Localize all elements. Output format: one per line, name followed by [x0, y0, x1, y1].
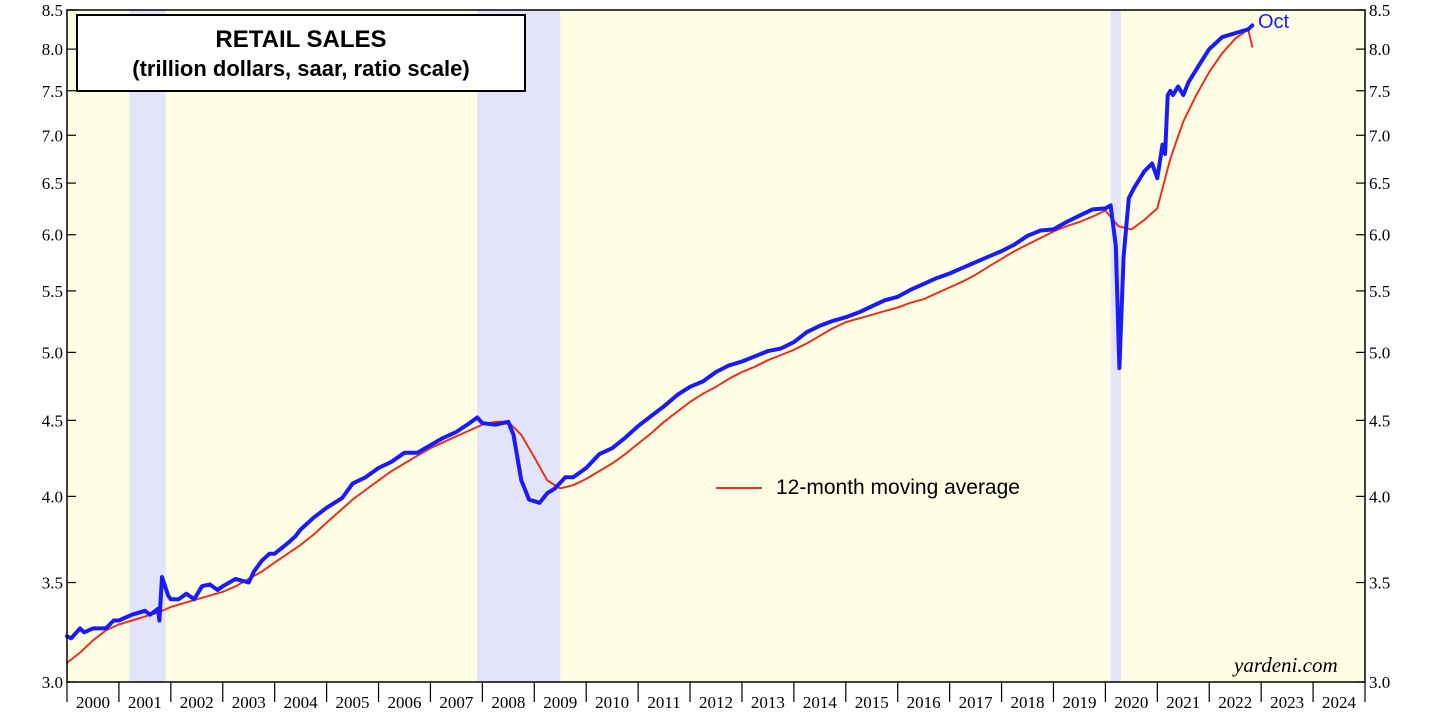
x-tick-label-2: 2002	[180, 693, 214, 712]
y-axis-right: 3.0 3.5 4.0 4.5 5.0 5.5 6.0 6.5 7.0 7.5 8.0 8.5	[1356, 1, 1390, 692]
y-tick-label-left-8: 7.0	[42, 126, 63, 145]
y-tick-label-right-8: 7.0	[1369, 126, 1390, 145]
x-tick-label-4: 2004	[284, 693, 319, 712]
x-tick-label-20: 2020	[1114, 693, 1148, 712]
y-tick-label-right-6: 6.0	[1369, 226, 1390, 245]
x-tick-label-18: 2018	[1011, 693, 1045, 712]
y-tick-label-right-10: 8.0	[1369, 40, 1390, 59]
x-tick-label-8: 2008	[491, 693, 525, 712]
y-tick-label-right-11: 8.5	[1369, 1, 1390, 20]
x-tick-label-13: 2013	[751, 693, 785, 712]
y-tick-label-left-0: 3.0	[42, 673, 63, 692]
x-tick-label-11: 2011	[647, 693, 680, 712]
y-tick-label-left-7: 6.5	[42, 174, 63, 193]
plot-frame	[66, 9, 1366, 683]
series-lines	[65, 23, 1255, 664]
x-tick-label-9: 2009	[543, 693, 577, 712]
y-tick-label-right-5: 5.5	[1369, 282, 1390, 301]
y-tick-label-left-9: 7.5	[42, 82, 63, 101]
x-tick-label-10: 2010	[595, 693, 629, 712]
y-tick-label-left-6: 6.0	[42, 226, 63, 245]
recession-band-2	[1110, 10, 1121, 682]
y-tick-label-left-11: 8.5	[42, 1, 63, 20]
x-tick-label-14: 2014	[803, 693, 838, 712]
chart-title-box: RETAIL SALES (trillion dollars, saar, ra…	[76, 14, 526, 92]
legend-swatch-average	[716, 487, 762, 489]
plot-background	[67, 10, 1365, 682]
moving-average-line	[66, 28, 1254, 664]
y-tick-label-left-4: 5.0	[42, 343, 63, 362]
recession-bands	[129, 10, 1121, 682]
y-axis-left: 3.0 3.5 4.0 4.5 5.0 5.5 6.0 6.5 7.0 7.5 8.0 8.5	[42, 1, 76, 692]
x-tick-label-12: 2012	[699, 693, 733, 712]
y-tick-label-left-1: 3.5	[42, 574, 63, 593]
x-tick-label-3: 2003	[232, 693, 266, 712]
x-tick-label-7: 2007	[439, 693, 474, 712]
y-tick-label-right-4: 5.0	[1369, 343, 1390, 362]
x-tick-label-21: 2021	[1166, 693, 1200, 712]
y-tick-label-right-1: 3.5	[1369, 574, 1390, 593]
x-tick-label-16: 2016	[907, 693, 941, 712]
x-tick-label-22: 2022	[1218, 693, 1252, 712]
recession-band-0	[129, 10, 166, 682]
y-tick-label-left-5: 5.5	[42, 282, 63, 301]
chart-subtitle: (trillion dollars, saar, ratio scale)	[132, 56, 470, 81]
legend-label-average: 12-month moving average	[776, 476, 1020, 499]
x-tick-label-24: 2024	[1322, 693, 1357, 712]
source-credit: yardeni.com	[1234, 653, 1338, 677]
y-tick-label-right-7: 6.5	[1369, 174, 1390, 193]
x-tick-label-5: 2005	[336, 693, 370, 712]
x-tick-label-23: 2023	[1270, 693, 1304, 712]
x-tick-label-0: 2000	[76, 693, 110, 712]
y-tick-label-left-2: 4.0	[42, 487, 63, 506]
y-tick-label-right-2: 4.0	[1369, 487, 1390, 506]
legend: 12-month moving average	[716, 476, 1020, 500]
x-axis: 2000 2001 2002 2003 2004 2005 2006 2007 2008 2009…	[66, 682, 1366, 712]
x-tick-label-19: 2019	[1062, 693, 1096, 712]
retail-sales-line	[65, 23, 1255, 641]
y-tick-label-right-9: 7.5	[1369, 82, 1390, 101]
x-tick-label-1: 2001	[128, 693, 162, 712]
last-point-label: Oct	[1258, 11, 1290, 33]
x-tick-label-6: 2006	[387, 693, 421, 712]
chart-title: RETAIL SALES	[215, 26, 387, 53]
y-tick-label-left-3: 4.5	[42, 411, 63, 430]
y-tick-label-right-3: 4.5	[1369, 411, 1390, 430]
x-tick-label-17: 2017	[959, 693, 994, 712]
recession-band-1	[477, 10, 561, 682]
y-tick-label-right-0: 3.0	[1369, 673, 1390, 692]
y-tick-label-left-10: 8.0	[42, 40, 63, 59]
x-tick-label-15: 2015	[855, 693, 889, 712]
